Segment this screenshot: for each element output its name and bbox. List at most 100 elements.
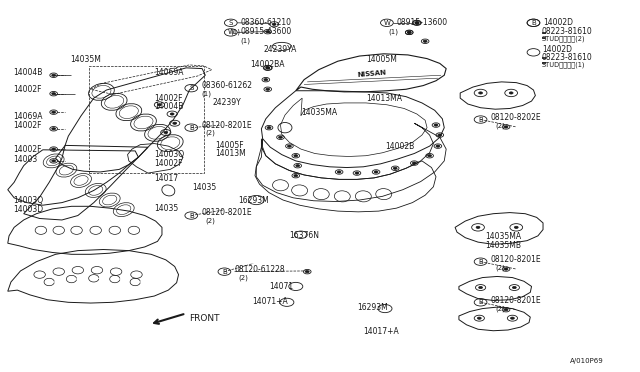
Text: (1): (1): [202, 90, 211, 97]
Circle shape: [170, 113, 174, 115]
Circle shape: [272, 23, 276, 25]
Circle shape: [266, 88, 269, 90]
Circle shape: [515, 226, 518, 228]
Text: 14004B: 14004B: [13, 68, 42, 77]
Circle shape: [436, 145, 440, 147]
Circle shape: [434, 124, 438, 126]
Text: 14005F: 14005F: [215, 141, 243, 150]
Text: 08223-81610: 08223-81610: [541, 53, 593, 62]
Text: (1): (1): [389, 28, 399, 35]
Text: B: B: [222, 269, 227, 275]
Circle shape: [504, 126, 508, 128]
Text: (2): (2): [495, 305, 505, 312]
Text: 16376N: 16376N: [289, 231, 319, 240]
Text: 24239Y: 24239Y: [213, 99, 242, 108]
Text: 08120-8201E: 08120-8201E: [202, 208, 252, 217]
Circle shape: [407, 31, 411, 33]
Text: 14002F: 14002F: [154, 158, 183, 168]
Circle shape: [296, 164, 300, 167]
Circle shape: [476, 226, 480, 228]
Text: 14003Q: 14003Q: [154, 150, 184, 159]
Text: 14002F: 14002F: [13, 145, 42, 154]
Circle shape: [509, 92, 513, 94]
Circle shape: [394, 167, 397, 169]
Text: B: B: [189, 125, 194, 131]
Text: 08360-61262: 08360-61262: [202, 81, 252, 90]
Text: 14069A: 14069A: [13, 112, 42, 121]
Text: 14002B: 14002B: [385, 142, 414, 151]
Text: 14013MA: 14013MA: [366, 94, 402, 103]
Text: 14002D: 14002D: [541, 45, 572, 54]
Circle shape: [278, 136, 282, 138]
Circle shape: [479, 92, 483, 94]
Text: 08120-61228: 08120-61228: [235, 264, 285, 273]
Text: 08120-8201E: 08120-8201E: [491, 296, 541, 305]
Text: 14002D: 14002D: [543, 18, 573, 27]
Bar: [90, 66, 204, 173]
Circle shape: [264, 78, 268, 81]
Circle shape: [438, 134, 442, 136]
Text: S: S: [189, 85, 193, 91]
Text: (2): (2): [495, 265, 505, 271]
Circle shape: [407, 31, 411, 33]
Circle shape: [412, 162, 416, 164]
Text: (2): (2): [205, 130, 215, 137]
Text: 14002F: 14002F: [13, 85, 42, 94]
Circle shape: [52, 111, 56, 113]
Text: 16293M: 16293M: [357, 303, 388, 312]
Text: B: B: [478, 259, 483, 265]
Text: (2): (2): [205, 218, 215, 224]
Text: STUDスタッド(2): STUDスタッド(2): [541, 36, 586, 42]
Circle shape: [294, 174, 298, 177]
Text: (1): (1): [241, 38, 250, 44]
Text: 08120-8201E: 08120-8201E: [491, 255, 541, 264]
Circle shape: [511, 317, 515, 319]
Text: 14003Q: 14003Q: [13, 196, 43, 205]
Circle shape: [305, 270, 309, 273]
Text: 14013M: 14013M: [215, 149, 246, 158]
Text: W: W: [227, 29, 234, 35]
Text: 14069A: 14069A: [154, 68, 184, 77]
Text: 16293M: 16293M: [239, 196, 269, 205]
Circle shape: [355, 172, 359, 174]
Text: W: W: [383, 20, 390, 26]
Text: 14002F: 14002F: [154, 94, 183, 103]
Circle shape: [479, 286, 483, 289]
Circle shape: [52, 93, 56, 95]
Circle shape: [504, 309, 508, 311]
Text: B: B: [478, 116, 483, 122]
Circle shape: [266, 67, 269, 69]
Text: B: B: [478, 299, 483, 305]
Text: (1): (1): [231, 28, 241, 35]
Text: 14035M: 14035M: [70, 55, 101, 64]
Text: 08120-8202E: 08120-8202E: [491, 113, 541, 122]
Text: 24239YA: 24239YA: [264, 45, 298, 54]
Circle shape: [504, 268, 508, 270]
Text: A/010P69: A/010P69: [570, 358, 604, 365]
Circle shape: [294, 155, 298, 157]
Circle shape: [52, 160, 56, 162]
Circle shape: [266, 67, 269, 69]
Text: (2): (2): [239, 274, 248, 281]
Text: FRONT: FRONT: [189, 314, 220, 323]
Circle shape: [52, 74, 56, 76]
Text: 14035MB: 14035MB: [486, 241, 522, 250]
Circle shape: [287, 145, 291, 147]
Circle shape: [173, 122, 177, 124]
Text: 14004B: 14004B: [154, 102, 184, 111]
Text: (2): (2): [495, 122, 505, 129]
Circle shape: [267, 126, 271, 129]
Circle shape: [157, 104, 161, 106]
Text: 14002F: 14002F: [13, 121, 42, 129]
Text: 14003: 14003: [13, 155, 37, 164]
Circle shape: [423, 40, 427, 42]
Text: 14071: 14071: [269, 282, 293, 291]
Text: 14035: 14035: [154, 203, 179, 213]
Text: 08915-43600: 08915-43600: [241, 27, 292, 36]
Text: 08120-8201E: 08120-8201E: [202, 121, 252, 129]
Text: 08360-61210: 08360-61210: [241, 18, 291, 27]
Text: B: B: [531, 20, 536, 26]
Text: 14005M: 14005M: [366, 55, 397, 64]
Text: 14071+A: 14071+A: [252, 297, 288, 306]
Circle shape: [266, 31, 269, 33]
